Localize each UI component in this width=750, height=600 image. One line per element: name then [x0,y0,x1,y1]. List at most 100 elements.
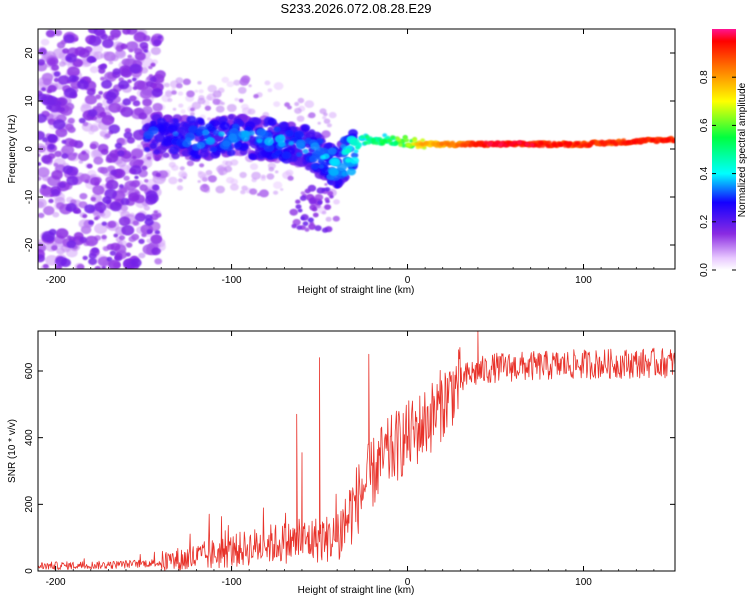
spectrogram-cell [266,173,275,180]
spectrogram-cell [58,61,66,67]
spectrogram-cell [82,255,88,261]
spectrogram-cell [168,176,178,185]
spectrogram-cell [54,29,63,37]
spectrogram-cell [190,112,195,117]
spectrogram-cell [239,171,247,179]
spectrogram-cell [304,100,315,108]
spectrogram-cell [107,220,117,229]
spectrogram-cell [212,90,222,98]
spectrogram-cell [51,189,61,197]
spectrogram-cell [294,107,302,114]
spectrogram-cell [210,146,218,153]
spectrogram-cell [73,140,84,149]
spectrogram-cell [112,68,121,75]
spectrogram-cell [103,51,116,62]
spectrogram-cell [349,137,360,147]
spectrogram-ytick-label: 20 [24,47,35,59]
spectrogram-cell [89,66,99,74]
spectrogram-cell [228,133,238,141]
spectrogram-cell [613,142,619,147]
spectrogram-cell [66,240,77,249]
spectrogram-cell [264,80,271,86]
spectrogram-cell [136,144,143,149]
spectrogram-cell [62,48,69,54]
spectrogram-cell [162,138,173,147]
spectrogram-cell [38,153,41,158]
spectrogram-cell [197,118,205,125]
spectrogram-cell [152,102,163,112]
spectrogram-cell [248,84,252,88]
spectrogram-cell [86,88,96,96]
spectrogram-cell [186,160,194,167]
spectrogram-cell [665,137,671,142]
spectrogram-cell [346,168,356,176]
spectrogram-cell [150,62,156,67]
spectrogram-cell [89,143,97,150]
spectrogram-cell [108,60,114,65]
spectrogram-cell [182,78,191,86]
spectrogram-cell [84,94,97,105]
spectrogram-cell [445,142,451,146]
spectrogram-cell [41,87,46,92]
spectrogram-cell [102,38,114,49]
snr-ticks: -200 -100 0 100 0 200 400 600 [24,331,675,588]
colorbar-gradient [712,29,736,270]
spectrogram-cell [114,142,123,149]
spectrogram-cell [48,58,57,65]
spectrogram-cell [450,140,456,145]
spectrogram-cell [38,167,50,178]
spectrogram-cell [180,109,186,114]
spectrogram-cell [57,75,70,85]
spectrogram-cell [345,157,352,163]
spectrogram-cell [267,88,273,93]
spectrogram-cell [157,35,163,39]
spectrogram-cell [575,141,581,146]
spectrogram-cell [79,193,88,200]
spectrogram-cell [300,216,306,221]
spectrogram-cell [205,137,216,146]
spectrogram-cell [139,41,149,50]
spectrogram-cell [132,100,141,107]
spectrogram-cell [155,172,161,178]
spectrogram-cell [198,89,204,94]
spectrogram-cell [320,155,326,160]
spectrogram-cell [38,201,44,208]
spectrogram-cell [230,183,239,191]
spectrogram-cell [129,95,137,102]
spectrogram-cell [134,51,146,61]
spectrogram-cell [145,80,154,88]
spectrogram-cell [152,184,160,191]
spectrogram-xtick-label: -100 [222,275,242,286]
spectrogram-cell [364,134,370,139]
spectrogram-cell [296,152,303,158]
spectrogram-cell [197,171,207,179]
snr-xlabel: Height of straight line (km) [298,585,415,596]
spectrogram-cell [108,102,121,113]
spectrogram-cell [390,135,395,140]
spectrogram-cell [92,149,102,158]
spectrogram-cell [85,235,99,247]
spectrogram-cell [273,190,279,195]
spectrogram-cell [249,188,258,195]
spectrogram-cell [321,210,327,215]
spectrogram-cell [310,163,320,170]
spectrogram-cell [78,48,90,58]
spectrogram-cell [72,152,78,157]
spectrogram-cell [53,71,61,77]
spectrogram-cell [244,126,253,133]
spectrogram-cell [162,152,170,158]
spectrogram-cell [171,87,176,91]
spectrogram-cell [267,118,277,126]
spectrogram-cell [238,86,247,94]
spectrogram-cell [67,66,80,77]
spectrogram-cell [101,221,108,226]
spectrogram-cell [654,140,660,144]
colorbar-tick-label: 0.6 [699,118,710,132]
spectrogram-cell [121,68,133,78]
spectrogram-cell [120,43,128,50]
spectrogram-cell [190,107,195,112]
spectrogram-cell [88,257,98,266]
spectrogram-cell [194,89,199,93]
spectrogram-cell [204,105,212,111]
spectrogram-cell [196,141,206,149]
